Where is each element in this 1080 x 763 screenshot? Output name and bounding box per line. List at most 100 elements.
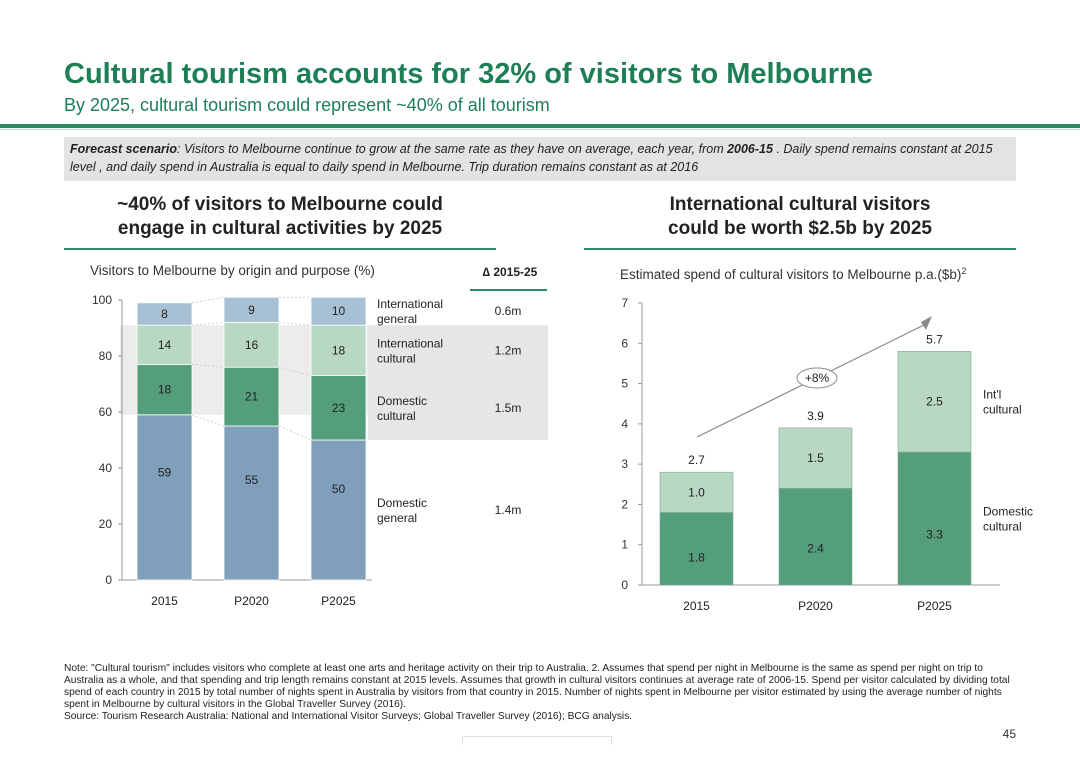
chart2-data-label: 1.8 [688, 550, 705, 564]
chart2-y-tick-label: 0 [621, 578, 628, 592]
footer-placeholder-box [462, 736, 612, 745]
chart1-data-label: 50 [332, 482, 346, 496]
chart1-y-tick-label: 20 [99, 517, 113, 531]
highlight-band-right [368, 325, 548, 440]
chart1-data-label: 55 [245, 473, 259, 487]
chart1-bar-segment [136, 302, 193, 326]
chart1-bar-segment [136, 364, 193, 416]
chart2-bar-segment [659, 471, 734, 513]
page-title: Cultural tourism accounts for 32% of vis… [64, 58, 873, 90]
chart1-delta-value: 0.6m [495, 304, 522, 318]
visitors-share-chart: Visitors to Melbourne by origin and purp… [90, 263, 548, 608]
chart1-data-label: 16 [245, 338, 259, 352]
chart1-data-label: 18 [158, 383, 172, 397]
chart1-data-label: 23 [332, 401, 346, 415]
chart1-series-label: International cultural [377, 336, 443, 365]
chart1-bar-segment [223, 366, 280, 427]
chart1-bar-segment [223, 322, 280, 368]
chart1-y-tick-label: 100 [92, 293, 112, 307]
chart2-bar-segment [897, 351, 972, 453]
chart2-title: Estimated spend of cultural visitors to … [620, 266, 966, 282]
growth-label: +8% [805, 371, 830, 385]
chart2-series-label: Int'l cultural [983, 388, 1022, 417]
chart1-x-tick-label: P2020 [234, 594, 269, 608]
title-divider-thin [0, 129, 1080, 130]
growth-badge [796, 367, 838, 389]
chart2-data-label: 2.4 [807, 541, 824, 555]
chart2-x-tick-label: P2025 [917, 599, 952, 613]
chart2-bar-segment [778, 488, 853, 586]
chart2-data-label: 1.5 [807, 451, 824, 465]
chart2-y-tick-label: 6 [621, 336, 628, 350]
chart1-x-tick-label: 2015 [151, 594, 178, 608]
right-heading-line2: could be worth $2.5b by 2025 [668, 218, 932, 239]
growth-arrow-head [921, 316, 932, 330]
chart1-connector [278, 322, 312, 326]
chart2-bar-segment [778, 427, 853, 489]
chart1-connector [191, 414, 225, 427]
scenario-period: 2006-15 [727, 142, 773, 156]
chart1-connector [191, 322, 225, 326]
chart1-delta-value: 1.2m [495, 343, 522, 357]
chart1-bar-segment [310, 439, 367, 581]
page-subtitle: By 2025, cultural tourism could represen… [64, 95, 550, 115]
footnotes: Note: "Cultural tourism" includes visito… [64, 663, 1024, 723]
chart1-data-label: 18 [332, 343, 346, 357]
chart2-series-label: Domestic cultural [983, 505, 1033, 534]
chart2-y-tick-label: 3 [621, 457, 628, 471]
chart1-bar-segment [136, 324, 193, 365]
right-heading-line1: International cultural visitors [669, 194, 931, 215]
chart1-connector [191, 296, 225, 304]
left-heading-rule [64, 248, 496, 250]
chart1-connector [278, 425, 312, 441]
chart2-data-label: 3.3 [926, 527, 943, 541]
cultural-spend-chart: Estimated spend of cultural visitors to … [620, 266, 1033, 613]
scenario-text-a: : Visitors to Melbourne continue to grow… [177, 142, 728, 156]
scenario-label: Forecast scenario [70, 142, 177, 156]
chart2-x-tick-label: P2020 [798, 599, 833, 613]
chart2-x-tick-label: 2015 [683, 599, 710, 613]
chart1-y-tick-label: 40 [99, 461, 113, 475]
chart2-data-label: 1.0 [688, 485, 705, 499]
chart1-bar-segment [223, 425, 280, 581]
left-heading-line2: engage in cultural activities by 2025 [117, 218, 443, 239]
chart2-total-label: 3.9 [807, 409, 824, 423]
chart2-bar-segment [897, 451, 972, 586]
chart1-connector [191, 364, 225, 368]
chart1-data-label: 8 [161, 307, 168, 321]
chart2-y-tick-label: 1 [621, 538, 628, 552]
chart1-delta-header: ∆ 2015-25 [483, 265, 538, 279]
source-text: Source: Tourism Research Australia: Nati… [64, 711, 633, 722]
chart1-series-label: Domestic general [377, 496, 427, 525]
chart1-data-label: 14 [158, 338, 172, 352]
chart1-title: Visitors to Melbourne by origin and purp… [90, 263, 375, 278]
chart2-y-tick-label: 4 [621, 417, 628, 431]
chart1-delta-value: 1.5m [495, 401, 522, 415]
chart1-series-label: Domestic cultural [377, 394, 427, 423]
right-heading-rule [584, 248, 1016, 250]
chart1-data-label: 59 [158, 466, 172, 480]
chart1-delta-value: 1.4m [495, 503, 522, 517]
chart2-y-tick-label: 5 [621, 377, 628, 391]
chart1-data-label: 21 [245, 390, 259, 404]
chart2-total-label: 2.7 [688, 453, 705, 467]
chart2-data-label: 2.5 [926, 395, 943, 409]
left-heading-line1: ~40% of visitors to Melbourne could [117, 194, 443, 215]
notes-text: Note: "Cultural tourism" includes visito… [64, 663, 1010, 710]
chart1-data-label: 9 [248, 303, 255, 317]
chart1-bar-segment [223, 296, 280, 323]
chart2-bar-segment [659, 512, 734, 586]
chart1-series-label: International general [377, 297, 443, 326]
title-divider [0, 124, 1080, 128]
chart1-y-tick-label: 80 [99, 349, 113, 363]
chart2-y-tick-label: 2 [621, 497, 628, 511]
chart1-bar-segment [310, 324, 367, 376]
chart1-y-tick-label: 60 [99, 405, 113, 419]
chart1-data-label: 10 [332, 304, 346, 318]
chart1-x-tick-label: P2025 [321, 594, 356, 608]
left-panel-heading: ~40% of visitors to Melbourne could enga… [64, 193, 496, 241]
scenario-text-b: . Daily spend remains constant at 2015 l… [70, 142, 993, 174]
chart1-y-tick-label: 0 [105, 573, 112, 587]
chart2-total-label: 5.7 [926, 332, 943, 346]
forecast-scenario-box: Forecast scenario: Visitors to Melbourne… [64, 137, 1016, 181]
